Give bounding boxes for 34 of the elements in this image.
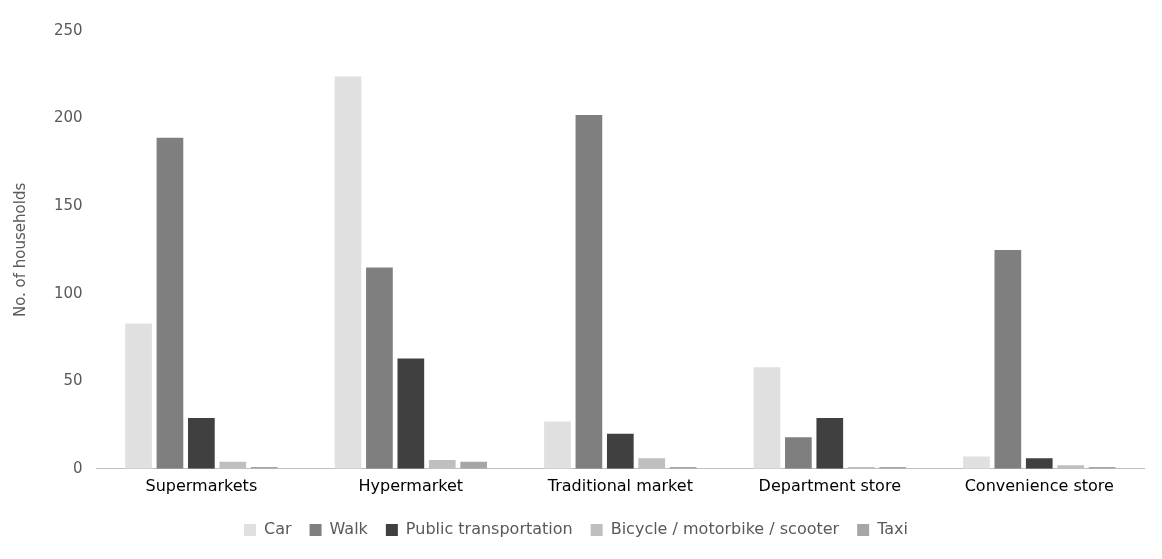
- y-tick-label: 0: [73, 458, 83, 477]
- bar: [188, 418, 215, 469]
- bar: [785, 437, 812, 469]
- y-axis-title: No. of households: [10, 182, 29, 318]
- bar: [753, 367, 781, 469]
- bar: [816, 418, 844, 469]
- y-tick-label: 100: [53, 283, 83, 302]
- bar: [366, 267, 393, 469]
- bar: [125, 323, 152, 469]
- legend-label: Public transportation: [405, 519, 573, 539]
- y-tick-label: 50: [63, 371, 83, 390]
- bar: [544, 421, 571, 469]
- y-tick-label: 250: [53, 20, 83, 39]
- bar: [156, 137, 184, 469]
- bar: [397, 358, 425, 469]
- bar: [1025, 458, 1053, 469]
- legend-label: Walk: [329, 519, 369, 539]
- x-tick-label: Traditional market: [546, 475, 693, 495]
- bar: [638, 458, 666, 469]
- y-tick-label: 150: [53, 196, 83, 215]
- x-tick-label: Hypermarket: [358, 475, 464, 495]
- x-tick-label: Supermarkets: [145, 475, 258, 495]
- y-tick-label: 200: [53, 108, 83, 127]
- legend-label: Taxi: [876, 519, 908, 539]
- bar: [994, 249, 1022, 469]
- bar: [334, 76, 362, 469]
- legend-label: Bicycle / motorbike / scooter: [610, 519, 840, 539]
- x-tick-label: Convenience store: [964, 475, 1114, 495]
- bar: [606, 433, 634, 469]
- bar: [575, 115, 603, 469]
- legend-label: Car: [264, 519, 292, 539]
- x-tick-label: Department store: [758, 475, 901, 495]
- bar: [963, 456, 990, 469]
- bar: [428, 460, 456, 469]
